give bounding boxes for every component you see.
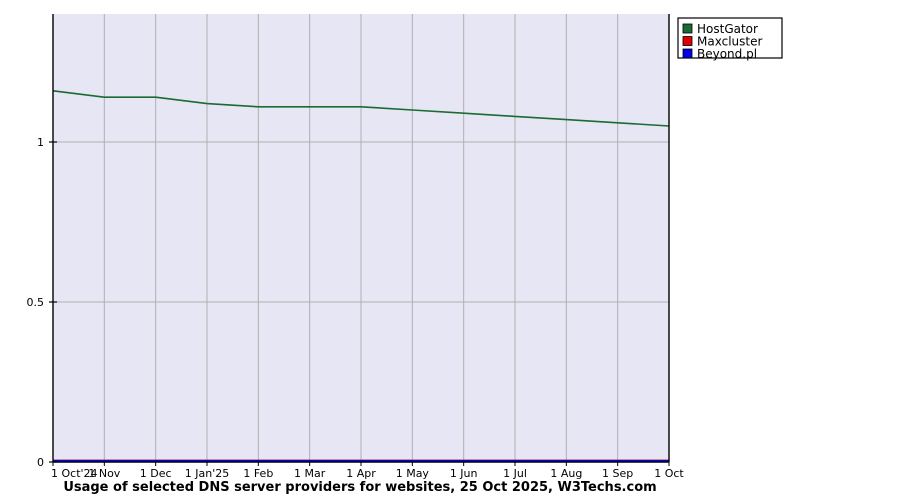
legend-box [677,17,783,59]
x-tick-label: 1 Feb [243,467,273,480]
data-series-group [52,90,670,462]
x-tick-label: 1 Dec [140,467,172,480]
chart-title: Usage of selected DNS server providers f… [63,480,656,495]
x-tick-label: 1 Aug [550,467,582,480]
x-tick-label: 1 Jul [503,467,527,480]
horizontal-gridlines [53,141,669,303]
y-axis-ticks: 00.51 [27,136,57,469]
x-tick-label: 1 Nov [88,467,120,480]
x-axis-ticks: 1 Oct'241 Nov 1 Dec 1 Jan'25 1 Feb 1 Mar 1 Ap… [51,462,684,480]
y-tick-label: 1 [37,136,44,149]
legend-label-beyond-pl: Beyond.pl [697,47,757,61]
x-tick-label: 1 Jun [450,467,478,480]
legend-label-maxcluster: Maxcluster [697,35,762,49]
legend-swatch-beyond-pl [682,48,693,59]
y-tick-label: 0.5 [27,296,45,309]
legend-swatch-hostgator [682,23,693,34]
vertical-gridlines [103,14,670,462]
y-tick-label: 0 [37,456,44,469]
legend-swatch-maxcluster [682,36,693,46]
x-tick-label: 1 Jan'25 [185,467,229,480]
x-tick-label: 1 Oct'24 [51,467,98,480]
series-line-hostgator [52,90,670,127]
x-tick-label: 1 May [396,467,430,480]
x-tick-label: 1 Mar [294,467,326,480]
x-tick-label: 1 Apr [346,467,376,480]
x-tick-label: 1 Sep [602,467,633,480]
x-tick-label: 1 Oct [654,467,684,480]
legend-label-hostgator: HostGator [697,22,758,36]
